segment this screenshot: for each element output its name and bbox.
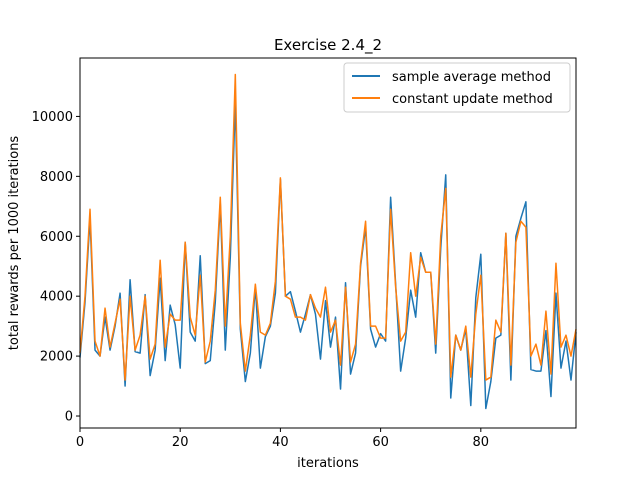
- x-tick-label: 20: [172, 435, 189, 450]
- legend-label-sample-average: sample average method: [392, 70, 551, 85]
- x-axis-label: iterations: [297, 456, 359, 471]
- legend-box: [343, 62, 571, 113]
- y-tick-label: 8000: [40, 170, 73, 185]
- x-axis-ticks: 0 20 40 60 80: [76, 428, 489, 450]
- x-tick-label: 40: [272, 435, 289, 450]
- y-tick-label: 2000: [40, 350, 73, 365]
- plot-frame: [79, 57, 577, 429]
- legend-label-constant-update: constant update method: [392, 92, 553, 107]
- y-tick-label: 4000: [40, 290, 73, 305]
- y-tick-label: 0: [65, 410, 73, 425]
- y-axis-ticks: 0 2000 4000 6000 8000 10000: [32, 110, 80, 425]
- series-line-0: [79, 100, 577, 410]
- y-axis-label: total rewards per 1000 iterations: [7, 136, 22, 351]
- series-line-1: [79, 73, 577, 381]
- y-tick-label: 10000: [32, 110, 73, 125]
- chart-title: Exercise 2.4_2: [274, 36, 382, 55]
- legend: sample average method constant update me…: [343, 62, 571, 113]
- plot-lines: [79, 73, 577, 410]
- x-tick-label: 60: [372, 435, 389, 450]
- x-tick-label: 80: [473, 435, 490, 450]
- x-tick-label: 0: [76, 435, 84, 450]
- y-tick-label: 6000: [40, 230, 73, 245]
